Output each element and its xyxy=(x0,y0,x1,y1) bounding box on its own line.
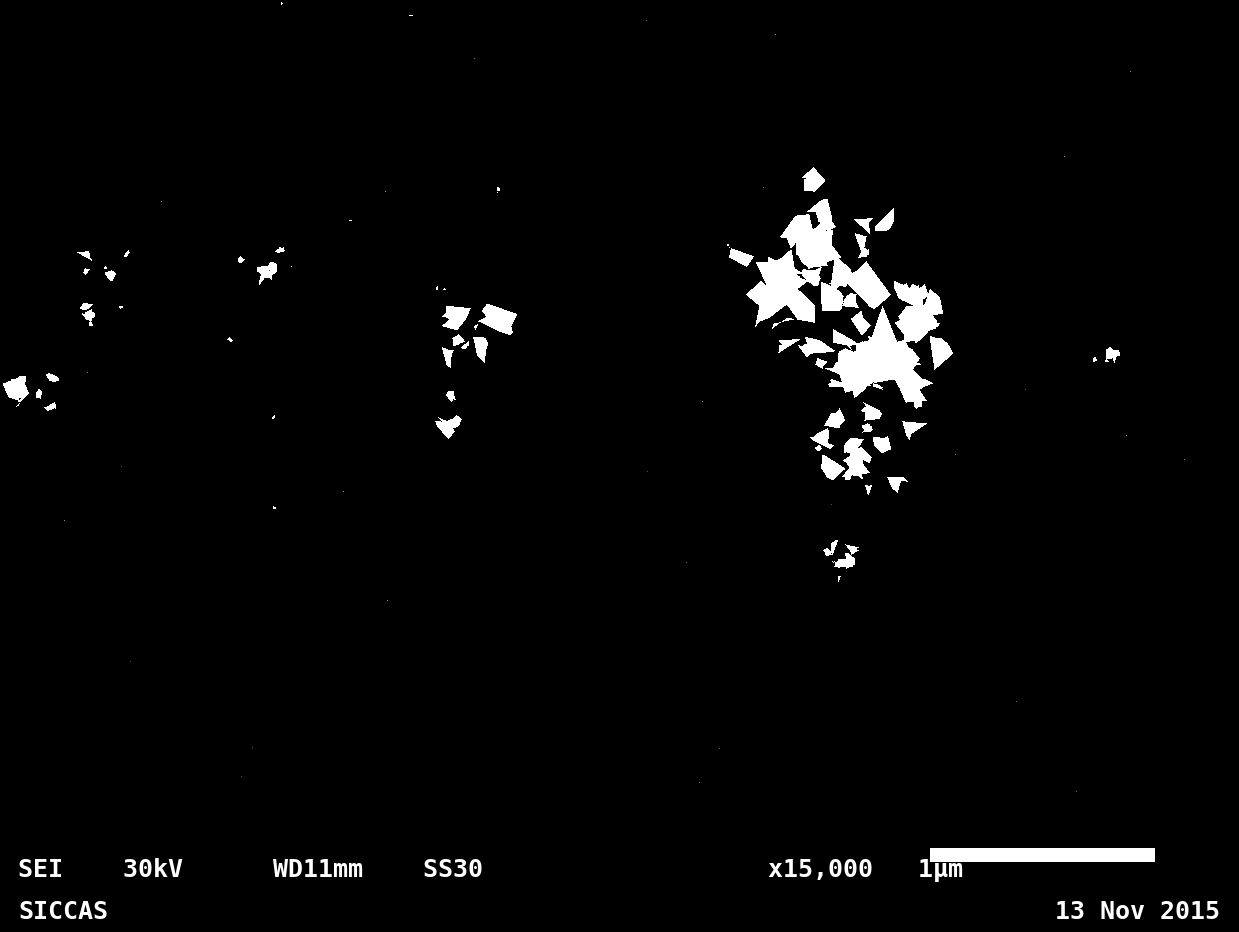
Bar xyxy=(930,848,1155,862)
Text: 13 Nov 2015: 13 Nov 2015 xyxy=(1054,900,1220,924)
Bar xyxy=(0,802,1239,932)
Text: SICCAS: SICCAS xyxy=(19,900,108,924)
Text: SEI    30kV      WD11mm    SS30                   x15,000   1μm: SEI 30kV WD11mm SS30 x15,000 1μm xyxy=(19,858,963,882)
